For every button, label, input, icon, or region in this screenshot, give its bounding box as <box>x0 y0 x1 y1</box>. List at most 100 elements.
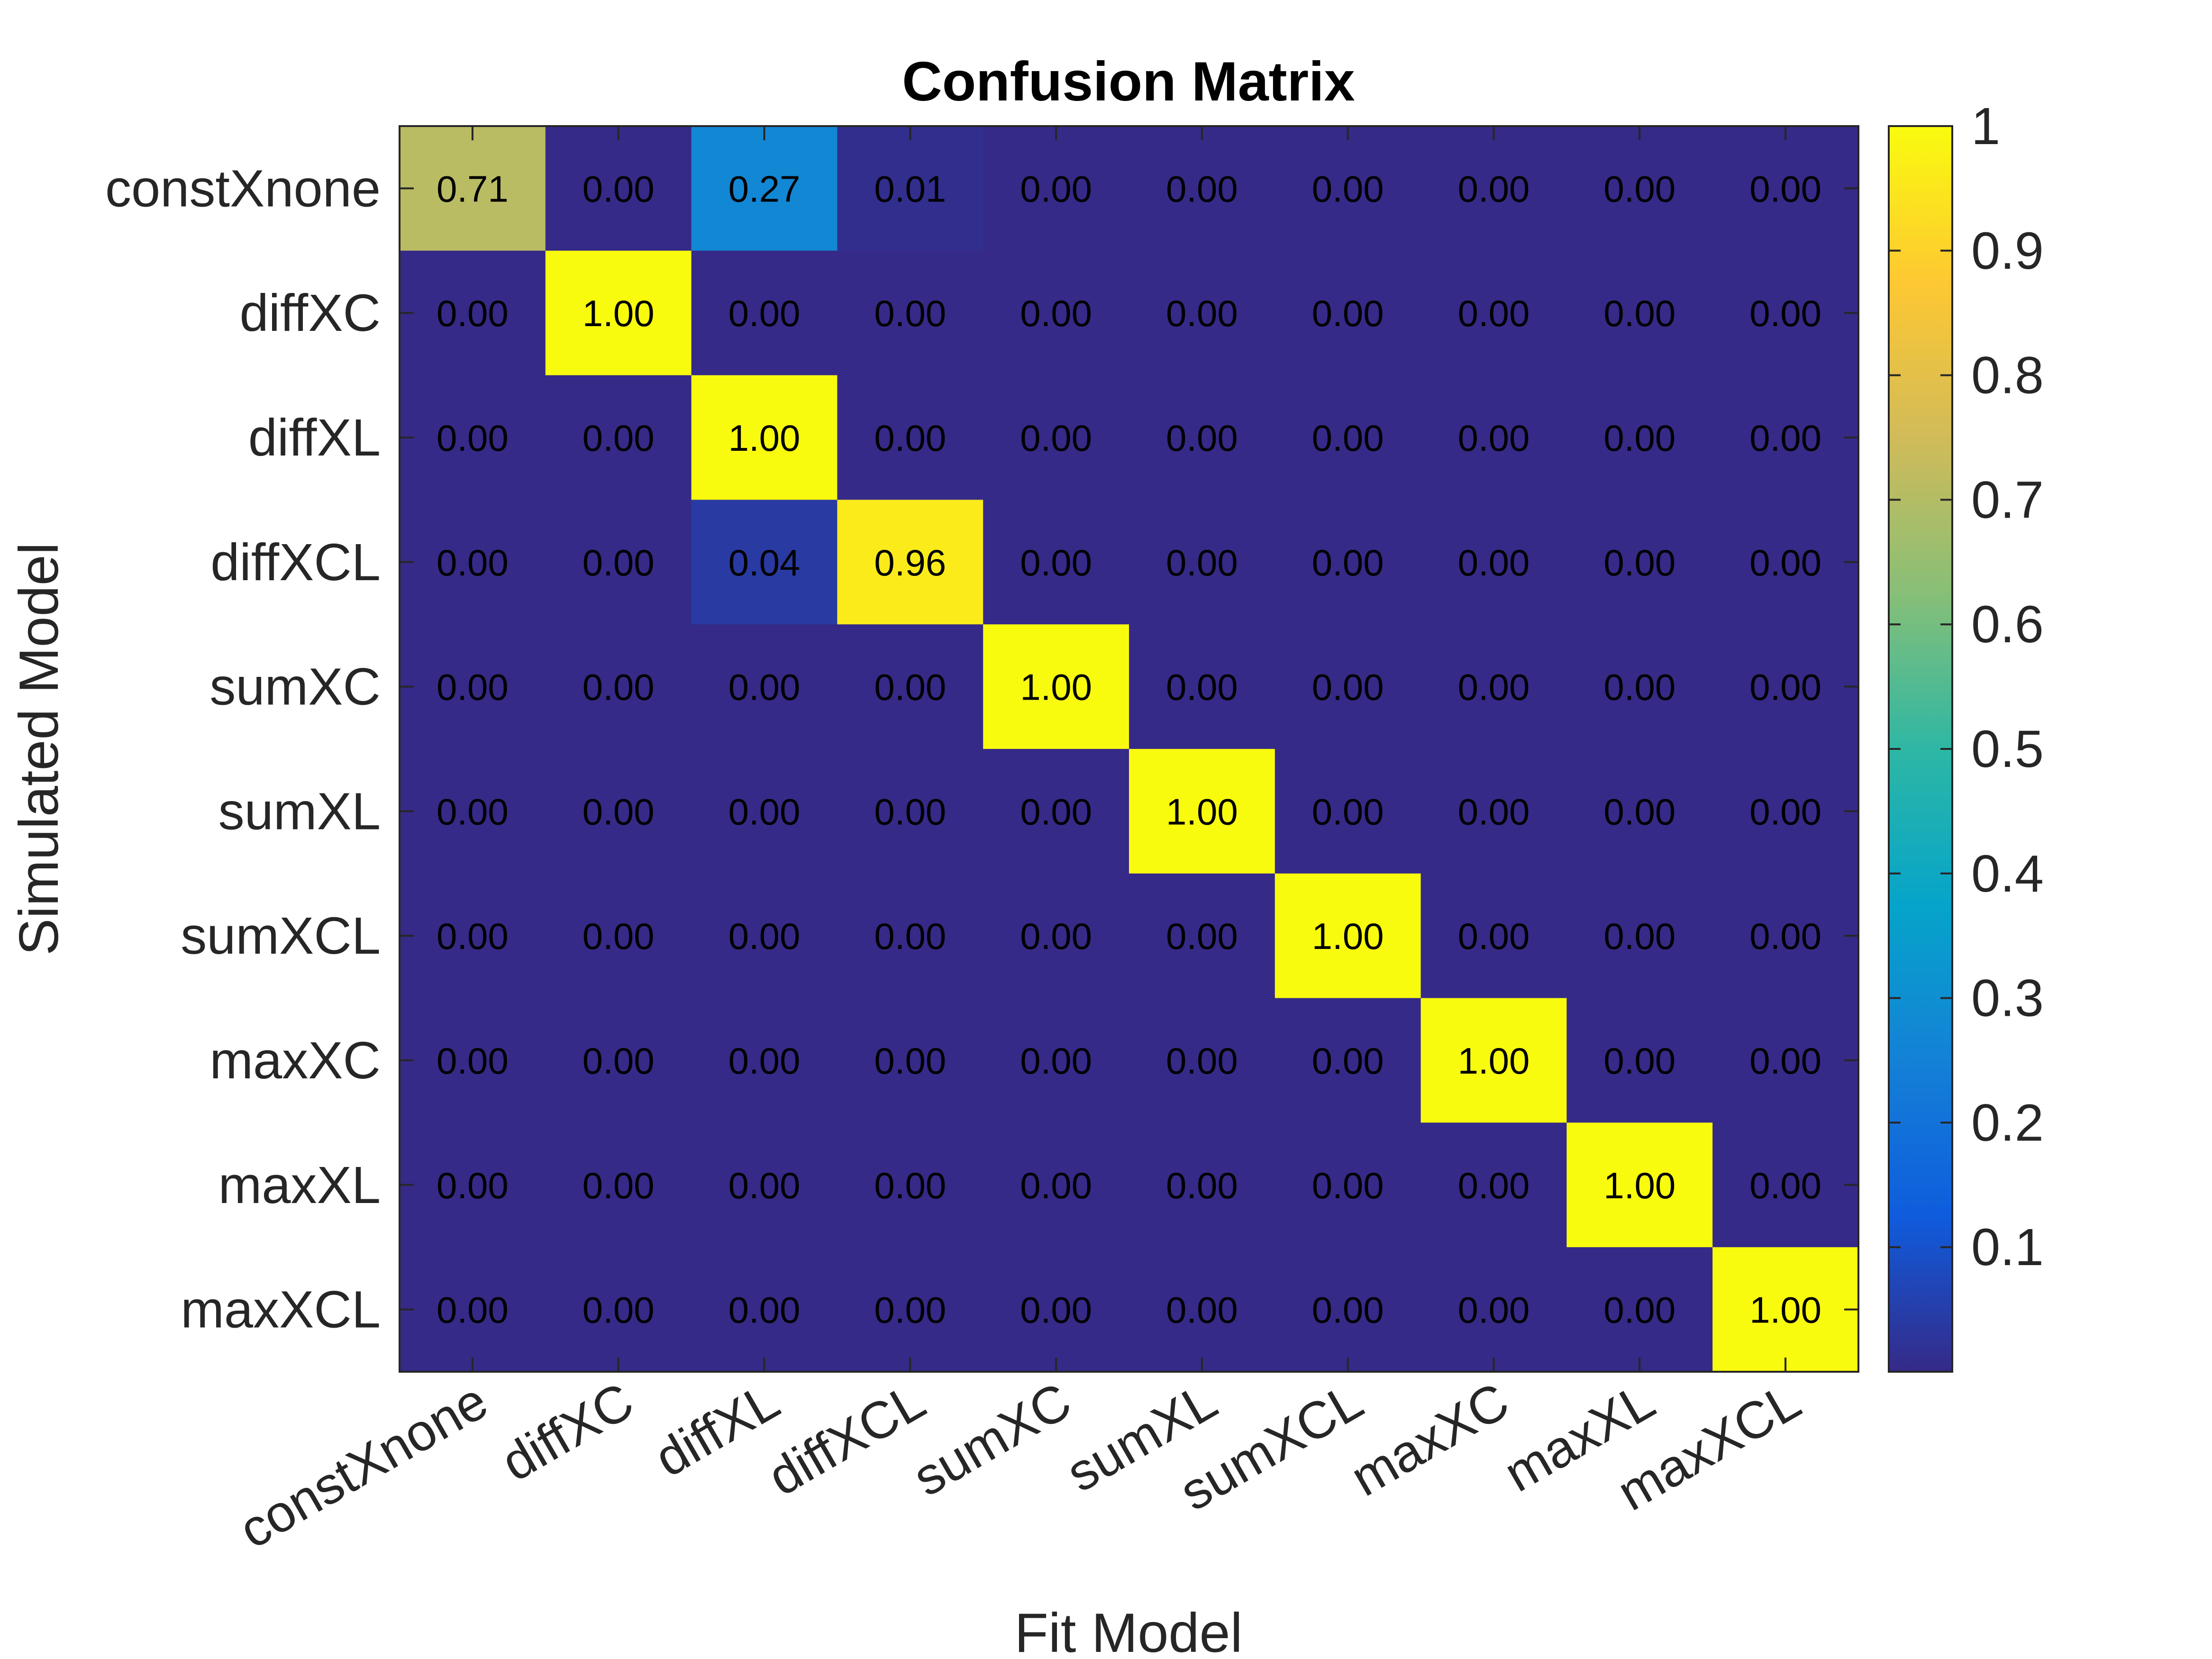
heatmap-cell <box>400 624 546 749</box>
cell-value-label: 0.00 <box>437 666 509 708</box>
y-tick-label: sumXCL <box>181 907 381 965</box>
heatmap-cell <box>1420 250 1567 376</box>
x-tick-label: maxXC <box>1341 1371 1519 1507</box>
heatmap-cell <box>1274 375 1421 500</box>
cell-value-label: 0.00 <box>728 292 801 334</box>
heatmap-cell <box>545 1122 692 1248</box>
cell-value-label: 0.00 <box>1749 791 1821 832</box>
heatmap-cell <box>1566 375 1713 500</box>
plot-frame <box>399 125 1859 1373</box>
heatmap-cell <box>837 998 983 1123</box>
cell-value-label: 0.00 <box>437 1289 509 1331</box>
cell-value-label: 0.00 <box>437 417 509 459</box>
heatmap-cell <box>983 873 1129 999</box>
cell-value-label: 0.00 <box>1020 168 1092 210</box>
heatmap-cell <box>1566 1247 1713 1372</box>
heatmap-cell <box>1274 126 1421 251</box>
heatmap-cell <box>400 998 546 1123</box>
heatmap-cell <box>1129 749 1275 874</box>
cell-value-label: 0.00 <box>1749 417 1821 459</box>
cell-value-label: 0.00 <box>1020 1040 1092 1082</box>
cell-value-label: 1.00 <box>1020 666 1092 708</box>
heatmap-cell <box>983 749 1129 874</box>
y-tick-label: diffXC <box>239 284 381 342</box>
heatmap-cell <box>1420 749 1567 874</box>
heatmap-cell <box>837 375 983 500</box>
heatmap-cell <box>1420 1247 1567 1372</box>
cell-value-label: 0.00 <box>1458 417 1530 459</box>
heatmap-cell <box>1712 1122 1859 1248</box>
y-tick-label: maxXCL <box>181 1281 381 1339</box>
cell-value-label: 0.00 <box>1312 417 1384 459</box>
cell-value-label: 0.00 <box>1603 542 1675 583</box>
heatmap-cell <box>545 1247 692 1372</box>
cell-value-label: 0.27 <box>728 168 801 210</box>
heatmap-cell <box>1566 126 1713 251</box>
cell-value-label: 0.00 <box>728 1165 801 1206</box>
cell-value-label: 0.00 <box>874 292 946 334</box>
colorbar-tick-label: 0.8 <box>1971 346 2044 405</box>
cell-value-label: 0.00 <box>437 791 509 832</box>
cell-value-label: 0.00 <box>1020 292 1092 334</box>
cell-value-label: 0.00 <box>583 1165 655 1206</box>
cell-value-label: 0.00 <box>728 1289 801 1331</box>
heatmap-cell <box>1129 873 1275 999</box>
cell-value-label: 0.00 <box>728 666 801 708</box>
heatmap-cell <box>837 1122 983 1248</box>
x-tick-label: diffXC <box>492 1371 643 1492</box>
cell-value-label: 0.00 <box>874 666 946 708</box>
cell-value-label: 0.00 <box>1603 1289 1675 1331</box>
cell-value-label: 0.00 <box>874 417 946 459</box>
heatmap-cell <box>1712 749 1859 874</box>
heatmap-cell <box>1566 1122 1713 1248</box>
heatmap-cell <box>691 126 837 251</box>
heatmap-cell <box>837 250 983 376</box>
y-tick-label: diffXL <box>248 409 381 467</box>
heatmap-cell <box>545 873 692 999</box>
heatmap-cell <box>1712 500 1859 625</box>
cell-value-label: 0.00 <box>874 1165 946 1206</box>
heatmap-cell <box>1129 375 1275 500</box>
x-axis-label: Fit Model <box>1014 1602 1242 1659</box>
heatmap-cell <box>1712 873 1859 999</box>
x-tick-label: sumXC <box>903 1371 1081 1507</box>
heatmap-cell <box>983 126 1129 251</box>
cell-value-label: 1.00 <box>1312 915 1384 957</box>
heatmap-cell <box>837 873 983 999</box>
colorbar-tick-label: 0.7 <box>1971 471 2044 529</box>
colorbar-tick-label: 0.5 <box>1971 720 2044 778</box>
cell-value-label: 0.00 <box>1166 1289 1238 1331</box>
heatmap-cell <box>1566 873 1713 999</box>
cell-value-label: 0.00 <box>1166 292 1238 334</box>
cell-value-label: 0.00 <box>1458 1165 1530 1206</box>
colorbar-tick-label: 0.9 <box>1971 222 2044 280</box>
cell-value-label: 0.00 <box>1749 666 1821 708</box>
cell-value-label: 1.00 <box>1603 1165 1675 1206</box>
heatmap-cell <box>691 998 837 1123</box>
heatmap-cell <box>400 873 546 999</box>
cell-value-label: 0.00 <box>728 1040 801 1082</box>
heatmap-cell <box>1274 250 1421 376</box>
heatmap-cell <box>1274 500 1421 625</box>
x-tick-label: diffXCL <box>758 1371 935 1507</box>
colorbar-tick-label: 0.4 <box>1971 845 2044 903</box>
heatmap-cell <box>983 1247 1129 1372</box>
cell-value-label: 0.00 <box>583 1289 655 1331</box>
heatmap-cell <box>691 749 837 874</box>
heatmap-cell <box>1274 1122 1421 1248</box>
cell-value-label: 0.00 <box>1020 915 1092 957</box>
heatmap-cell <box>400 250 546 376</box>
heatmap-cell <box>1566 500 1713 625</box>
heatmap-cell <box>1420 500 1567 625</box>
heatmap-cell <box>545 126 692 251</box>
cell-value-label: 0.00 <box>1458 915 1530 957</box>
heatmap-cell <box>1274 624 1421 749</box>
y-tick-label: maxXL <box>218 1156 381 1214</box>
cell-value-label: 0.96 <box>874 542 946 583</box>
x-tick-label: constXnone <box>229 1371 497 1559</box>
heatmap-cell <box>983 250 1129 376</box>
heatmap-cell <box>1129 624 1275 749</box>
cell-value-label: 0.00 <box>1166 1040 1238 1082</box>
heatmap-cell <box>983 500 1129 625</box>
